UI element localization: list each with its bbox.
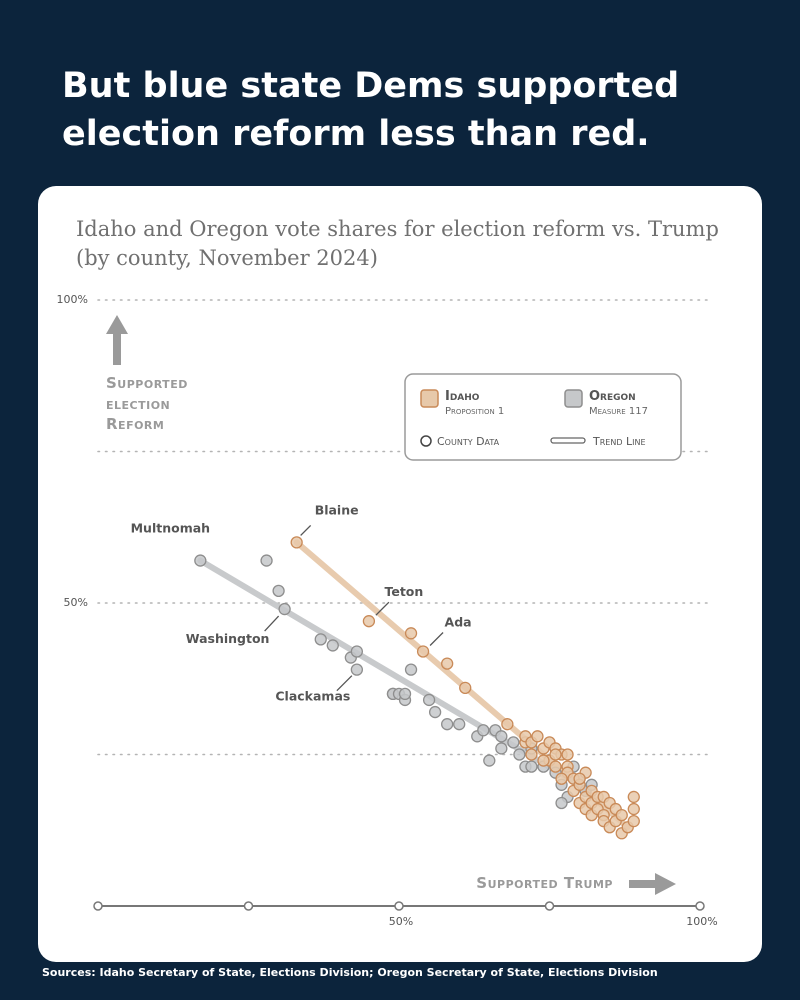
point-oregon-1: [260, 554, 273, 567]
leader-line-blaine: [300, 524, 312, 536]
point-idaho-40: [615, 808, 628, 822]
point-oregon-17: [441, 718, 454, 731]
point-idaho-16: [549, 760, 562, 773]
point-oregon-13: [398, 687, 412, 701]
legend-trend-marker: [550, 437, 586, 444]
annotation-multnomah: Multnomah: [131, 521, 210, 536]
point-oregon-7: [350, 645, 364, 658]
legend-county-label: County Data: [437, 435, 500, 448]
point-oregon-3: [278, 602, 291, 616]
leader-line-washington: [264, 615, 280, 632]
annotation-teton: Teton: [384, 584, 423, 599]
y-arrow-shaft: [113, 332, 121, 365]
legend: Idaho Proposition 1 Oregon Measure 117 C…: [404, 373, 682, 461]
legend-swatch-idaho: [420, 389, 439, 408]
point-oregon-18: [453, 718, 466, 731]
point-oregon-16: [428, 705, 442, 719]
chart-title: Idaho and Oregon vote shares for electio…: [76, 217, 719, 241]
legend-sublabel-oregon: Measure 117: [589, 406, 648, 417]
point-oregon-0: [194, 554, 207, 567]
point-oregon-38: [483, 754, 496, 767]
point-idaho-48: [549, 748, 562, 761]
leader-line-teton: [375, 601, 390, 616]
point-oregon-36: [555, 796, 568, 810]
point-oregon-5: [326, 639, 339, 652]
point-idaho-45: [573, 772, 586, 785]
point-idaho-10: [525, 748, 538, 761]
point-idaho-2: [404, 627, 418, 640]
point-idaho-49: [555, 772, 568, 785]
point-idaho-1: [362, 615, 376, 628]
x-tick-label-100: 100%: [686, 915, 717, 928]
point-idaho-43: [627, 790, 640, 804]
point-idaho-3: [416, 645, 430, 658]
gridlines: 50% 100%: [57, 293, 709, 756]
y-label-line-1: Supported: [106, 374, 188, 392]
leader-line-ada: [429, 632, 444, 646]
point-idaho-0: [290, 536, 303, 549]
chart-subtitle: (by county, November 2024): [76, 246, 378, 270]
point-oregon-4: [314, 633, 327, 646]
legend-sublabel-idaho: Proposition 1: [445, 406, 504, 417]
x-axis-marker-25: [243, 901, 254, 911]
point-idaho-4: [441, 657, 454, 670]
legend-label-idaho: Idaho: [445, 389, 480, 404]
legend-county-marker: [420, 435, 432, 447]
x-axis-label: Supported Trump: [476, 873, 676, 895]
county-points: [194, 536, 640, 840]
point-oregon-23: [495, 742, 508, 755]
point-oregon-24: [507, 736, 520, 749]
point-idaho-46: [561, 748, 574, 761]
x-axis: 50% 100%: [93, 901, 718, 928]
point-oregon-20: [477, 724, 490, 737]
point-oregon-25: [513, 748, 526, 761]
point-idaho-47: [537, 754, 550, 767]
point-idaho-5: [459, 681, 472, 694]
leader-line-clackamas: [336, 675, 353, 692]
right-arrow-icon: [655, 873, 676, 895]
x-axis-marker-75: [544, 901, 555, 911]
point-idaho-6: [501, 718, 514, 731]
x-axis-marker-0: [93, 901, 103, 911]
scatter-chart: Idaho and Oregon vote shares for electio…: [57, 217, 719, 928]
legend-trend-label: Trend Line: [592, 435, 646, 448]
x-tick-label-50: 50%: [389, 915, 413, 928]
annotation-washington: Washington: [186, 631, 270, 646]
point-oregon-8: [350, 663, 364, 676]
annotation-blaine: Blaine: [315, 502, 359, 517]
sources-note: Sources: Idaho Secretary of State, Elect…: [42, 966, 658, 979]
y-tick-label-100: 100%: [57, 293, 88, 306]
x-arrow-shaft: [629, 880, 657, 888]
x-axis-marker-100: [695, 901, 705, 911]
y-label-line-2: election: [106, 395, 170, 413]
up-arrow-icon: [106, 315, 128, 334]
y-axis-label: Supported election Reform: [106, 315, 188, 433]
point-idaho-42: [627, 802, 640, 816]
point-idaho-44: [627, 815, 640, 828]
point-oregon-14: [404, 663, 418, 676]
point-oregon-15: [422, 693, 436, 707]
county-annotations: Multnomah Blaine Teton Ada Washington Clackam…: [131, 502, 472, 703]
y-label-line-3: Reform: [106, 415, 164, 433]
legend-swatch-oregon: [564, 389, 583, 408]
annotation-ada: Ada: [445, 614, 472, 629]
point-oregon-27: [525, 760, 538, 773]
legend-box: [404, 373, 682, 461]
x-axis-marker-50: [394, 901, 404, 911]
headline: But blue state Dems supported election r…: [62, 66, 680, 154]
point-oregon-2: [272, 584, 285, 598]
point-idaho-11: [531, 730, 544, 743]
legend-label-oregon: Oregon: [589, 389, 636, 404]
x-label: Supported Trump: [476, 874, 613, 892]
point-oregon-22: [495, 730, 508, 743]
annotation-clackamas: Clackamas: [275, 689, 350, 704]
chart-card: Idaho and Oregon vote shares for electio…: [38, 186, 762, 962]
y-tick-label-50: 50%: [64, 596, 88, 609]
